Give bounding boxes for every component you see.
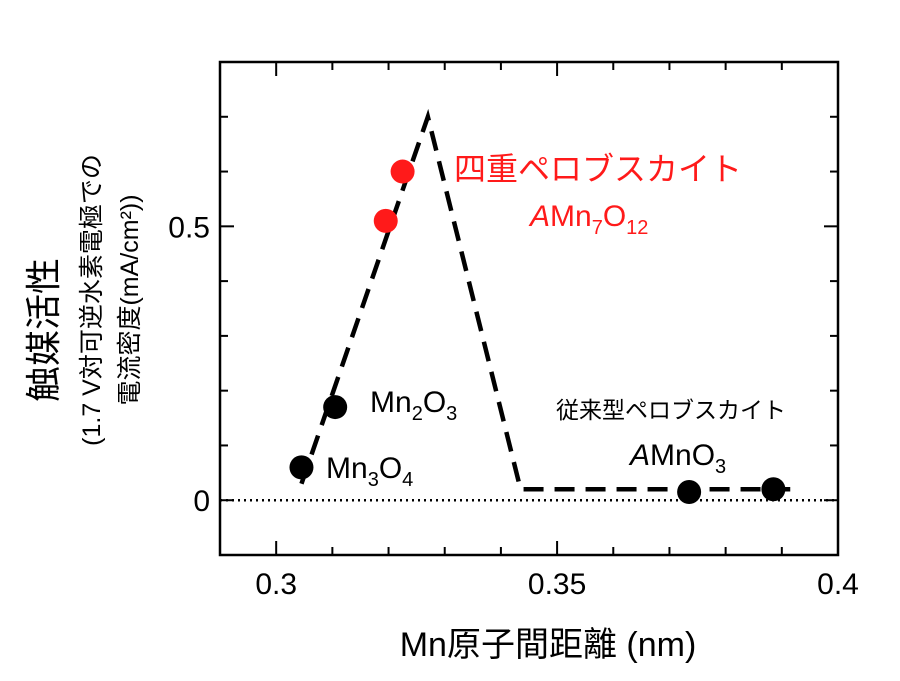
annotation-mn2o3: Mn2O3: [370, 386, 457, 425]
trend-line: [299, 108, 791, 492]
x-tick-label: 0.3: [255, 568, 297, 601]
plot-frame: [218, 60, 840, 557]
data-point: [761, 477, 786, 502]
ticks: [219, 61, 839, 556]
data-point: [289, 455, 314, 480]
x-axis-label: Mn原子間距離 (nm): [400, 626, 697, 664]
tick-labels: 0.3 0.35 0.4 0 0.5: [168, 211, 859, 601]
annotation-conv-formula: AMnO3: [628, 439, 726, 478]
x-tick-label: 0.4: [817, 568, 859, 601]
y-axis-sublabel-2: 電流密度(mA/cm²)): [116, 194, 144, 405]
y-axis-sublabel-1-group: (1.7 V対可逆水素電極での: [78, 154, 106, 446]
data-point-quadruple: [390, 159, 415, 184]
annotation-conv-title: 従来型ペロブスカイト: [556, 397, 786, 423]
lines: [220, 108, 838, 502]
data-point-quadruple: [373, 208, 398, 233]
y-axis-label: 触媒活性: [23, 258, 64, 402]
y-axis-sublabel-1: (1.7 V対可逆水素電極での: [78, 154, 106, 446]
y-axis-label-group: 触媒活性: [23, 258, 64, 402]
y-tick-label: 0.5: [168, 211, 210, 244]
data-point: [677, 480, 702, 505]
annotation-mn3o4: Mn3O4: [326, 452, 413, 491]
data-points: [289, 159, 786, 505]
annotation-quad-title: 四重ペロブスカイト: [454, 151, 742, 187]
data-point: [323, 395, 348, 420]
annotation-quad-formula: AMn7O12: [528, 200, 648, 239]
y-axis-sublabel-2-group: 電流密度(mA/cm²)): [116, 194, 144, 405]
plot-border: [218, 60, 840, 557]
y-tick-label: 0: [193, 485, 210, 518]
x-tick-label: 0.35: [528, 568, 586, 601]
